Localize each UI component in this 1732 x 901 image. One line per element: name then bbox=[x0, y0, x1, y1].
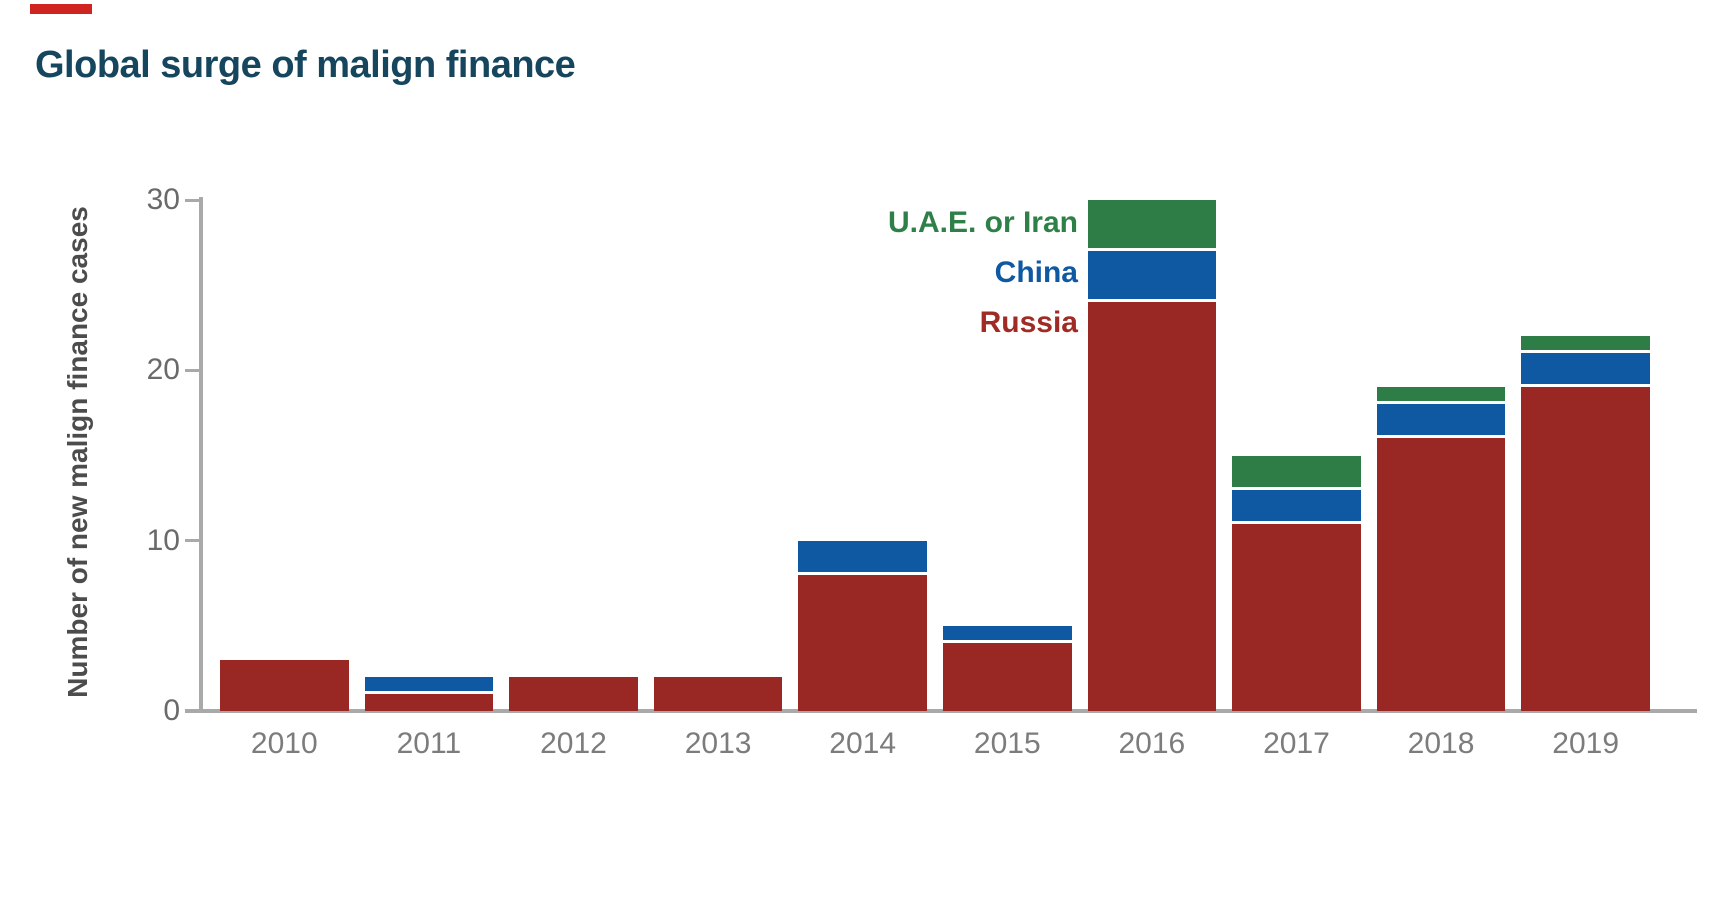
x-axis-line bbox=[185, 709, 1697, 713]
bar-segment-u-a-e-or-iran-2019 bbox=[1521, 336, 1650, 353]
bar-segment-russia-2012 bbox=[509, 677, 638, 711]
bar-segment-china-2016 bbox=[1087, 251, 1217, 302]
bar-segment-russia-2015 bbox=[942, 643, 1072, 711]
bar-segment-russia-2014 bbox=[798, 575, 927, 711]
bar-segment-china-2019 bbox=[1521, 353, 1650, 387]
bar-segment-russia-2011 bbox=[364, 694, 494, 711]
bar-segment-russia-2013 bbox=[653, 677, 783, 711]
bar-2012 bbox=[509, 200, 638, 711]
bar-2014 bbox=[798, 200, 927, 711]
y-tick-label: 30 bbox=[146, 183, 180, 216]
legend-item-u-a-e-or-iran: U.A.E. or Iran bbox=[887, 206, 1078, 239]
bar-segment-russia-2018 bbox=[1376, 438, 1506, 711]
x-tick-label-2015: 2015 bbox=[973, 727, 1041, 760]
bar-segment-u-a-e-or-iran-2018 bbox=[1376, 387, 1506, 404]
bar-segment-u-a-e-or-iran-2017 bbox=[1232, 456, 1361, 490]
legend-item-russia: Russia bbox=[979, 306, 1078, 339]
x-tick-label-2018: 2018 bbox=[1407, 727, 1475, 760]
x-tick-label-2012: 2012 bbox=[540, 727, 607, 760]
x-tick-label-2016: 2016 bbox=[1118, 727, 1186, 760]
bar-segment-china-2017 bbox=[1232, 490, 1361, 524]
red-marker bbox=[30, 4, 92, 14]
x-tick-label-2013: 2013 bbox=[684, 727, 752, 760]
bar-2017 bbox=[1232, 200, 1361, 711]
legend-item-china: China bbox=[994, 256, 1078, 289]
y-tick-mark bbox=[185, 198, 202, 202]
bar-segment-russia-2017 bbox=[1232, 524, 1361, 711]
page-title: Global surge of malign finance bbox=[35, 44, 576, 86]
bar-2013 bbox=[653, 200, 783, 711]
bar-segment-china-2018 bbox=[1376, 404, 1506, 438]
y-tick-label: 0 bbox=[163, 694, 180, 727]
y-tick-mark bbox=[185, 539, 202, 543]
x-tick-label-2011: 2011 bbox=[396, 727, 462, 760]
bar-segment-china-2014 bbox=[798, 541, 927, 575]
y-tick-label: 20 bbox=[146, 353, 180, 387]
x-tick-label-2010: 2010 bbox=[250, 727, 318, 760]
y-tick-mark bbox=[185, 368, 202, 372]
bar-segment-russia-2019 bbox=[1521, 387, 1650, 711]
bar-segment-china-2011 bbox=[364, 677, 494, 694]
legend: U.A.E. or Iran China Russia bbox=[678, 198, 1078, 348]
x-tick-label-2017: 2017 bbox=[1263, 727, 1330, 760]
bar-segment-china-2015 bbox=[942, 626, 1072, 643]
bar-2010 bbox=[220, 200, 349, 711]
x-tick-label-2019: 2019 bbox=[1552, 727, 1620, 760]
bar-2011 bbox=[364, 200, 494, 711]
bars-area bbox=[202, 200, 1668, 711]
y-axis-line bbox=[199, 197, 203, 713]
x-axis-labels: 2010 2011 2012 2013 2014 2015 2016 2017 2018 2019 bbox=[202, 724, 1668, 764]
bar-segment-u-a-e-or-iran-2016 bbox=[1087, 200, 1217, 251]
bar-2018 bbox=[1376, 200, 1506, 711]
bar-segment-russia-2010 bbox=[220, 660, 349, 711]
bar-2015 bbox=[942, 200, 1072, 711]
bar-2016 bbox=[1087, 200, 1217, 711]
y-axis-title: Number of new malign finance cases bbox=[62, 206, 93, 698]
y-tick-label: 10 bbox=[146, 523, 180, 557]
bar-2019 bbox=[1521, 200, 1650, 711]
x-tick-label-2014: 2014 bbox=[829, 727, 897, 760]
bar-segment-russia-2016 bbox=[1087, 302, 1217, 711]
